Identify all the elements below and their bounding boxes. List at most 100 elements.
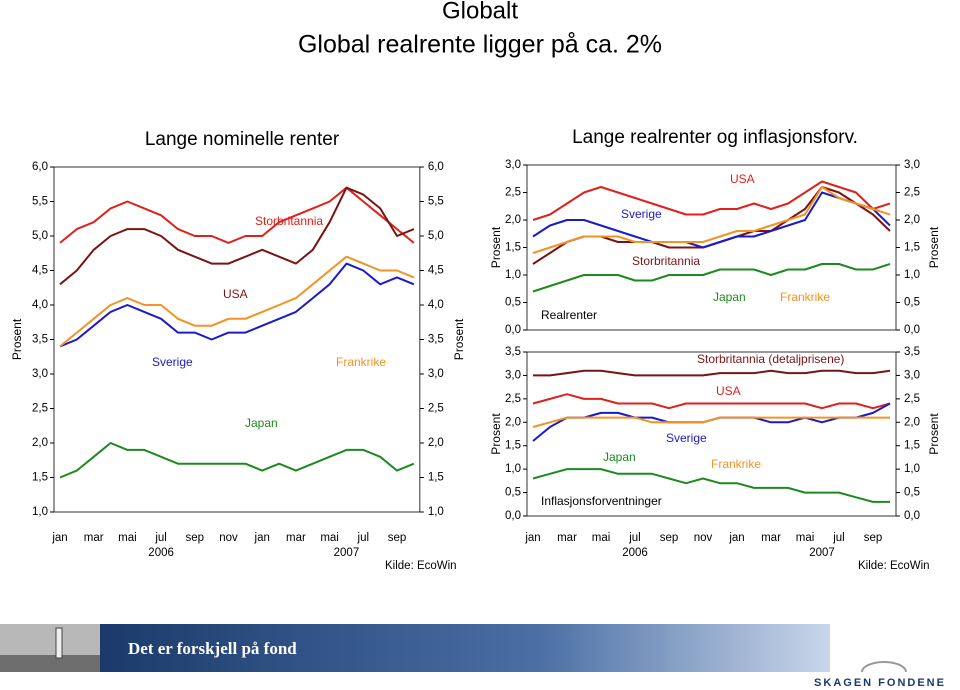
y-tick-label: 3,5: [32, 334, 48, 346]
y-axis-label: Prosent: [927, 226, 941, 268]
y2-tick-label: 0,0: [904, 324, 920, 336]
x-tick-label: mai: [118, 532, 137, 544]
series-line: [532, 393, 891, 410]
x-tick-label: jul: [357, 532, 370, 544]
y2-tick-label: 3,0: [904, 159, 920, 171]
y-tick-label: 2,5: [32, 403, 48, 415]
x-tick-label: nov: [219, 532, 238, 544]
series-label: Sverige: [621, 207, 662, 221]
slide-subtitle: Global realrente ligger på ca. 2%: [298, 31, 662, 59]
x-tick-label: nov: [694, 532, 713, 544]
x-tick-label: sep: [864, 532, 883, 544]
series-line: [533, 369, 891, 377]
y-tick-label: 4,0: [32, 299, 48, 311]
series-line: [59, 186, 415, 286]
y2-tick-label: 3,5: [428, 334, 444, 346]
y-tick-label: 1,5: [505, 440, 521, 452]
series-label: Japan: [713, 290, 746, 304]
y-tick-label: 5,0: [32, 230, 48, 242]
y2-tick-label: 2,5: [904, 187, 920, 199]
x-tick-label: sep: [388, 532, 407, 544]
series-line: [59, 262, 415, 348]
y2-tick-label: 1,5: [428, 472, 444, 484]
y2-tick-label: 1,5: [904, 440, 920, 452]
x-tick-label: jul: [832, 532, 845, 544]
y-tick-label: 2,0: [32, 437, 48, 449]
series-label: USA: [223, 287, 248, 301]
y-tick-label: 2,0: [505, 416, 521, 428]
y2-tick-label: 4,0: [428, 299, 444, 311]
series-line: [59, 255, 415, 348]
y-tick-label: 2,0: [505, 214, 521, 226]
y2-tick-label: 3,0: [428, 368, 444, 380]
x-tick-label: jul: [154, 532, 167, 544]
series-line: [532, 468, 890, 503]
y2-tick-label: 0,5: [904, 487, 920, 499]
y2-tick-label: 3,5: [904, 346, 920, 358]
series-label: Storbritannia: [632, 254, 700, 268]
x-tick-label: sep: [660, 532, 679, 544]
y-tick-label: 1,0: [32, 506, 48, 518]
year-label: 2007: [809, 547, 835, 559]
annotation: Realrenter: [541, 308, 597, 322]
chart-title: Lange nominelle renter: [145, 129, 340, 150]
y2-tick-label: 3,0: [904, 369, 920, 381]
series-label: Storbritannia (detaljprisene): [697, 352, 844, 366]
y2-tick-label: 4,5: [428, 265, 444, 277]
series-line: [532, 186, 891, 254]
y-tick-label: 0,5: [505, 297, 521, 309]
y2-tick-label: 2,5: [428, 403, 444, 415]
year-label: 2006: [148, 547, 174, 559]
x-tick-label: sep: [186, 532, 205, 544]
y2-tick-label: 0,0: [904, 510, 920, 522]
footer-slogan: Det er forskjell på fond: [128, 639, 297, 658]
footer: Det er forskjell på fond SKAGEN FONDENE: [0, 624, 946, 689]
series-label: Japan: [245, 416, 278, 430]
y-tick-label: 2,5: [505, 393, 521, 405]
y-axis-label: Prosent: [927, 413, 941, 455]
series-label: Storbritannia: [255, 214, 323, 228]
x-tick-label: mar: [286, 532, 306, 544]
slide-title: Globalt: [442, 0, 518, 24]
series-line: [59, 442, 415, 479]
series-line: [532, 180, 891, 221]
y-tick-label: 0,0: [505, 510, 521, 522]
y-tick-label: 1,5: [505, 242, 521, 254]
series-label: Sverige: [666, 431, 707, 445]
y-tick-label: 1,0: [505, 269, 521, 281]
y2-tick-label: 2,5: [904, 393, 920, 405]
chart-title: Lange realrenter og inflasjonsforv.: [572, 127, 858, 148]
y-axis-label: Prosent: [489, 226, 503, 268]
y-tick-label: 1,5: [32, 472, 48, 484]
footer-logo: SKAGEN FONDENE: [814, 677, 946, 689]
series-label: Frankrike: [780, 290, 830, 304]
y2-tick-label: 5,0: [428, 230, 444, 242]
x-tick-label: mai: [320, 532, 339, 544]
source: Kilde: EcoWin: [385, 560, 457, 572]
y-tick-label: 2,5: [505, 187, 521, 199]
y2-tick-label: 1,0: [904, 463, 920, 475]
series-line: [59, 186, 415, 244]
plot-frame: [526, 164, 897, 331]
y-tick-label: 6,0: [32, 161, 48, 173]
x-tick-label: mai: [796, 532, 815, 544]
footer-band: [100, 624, 830, 672]
y-tick-label: 0,0: [505, 324, 521, 336]
year-label: 2007: [334, 547, 360, 559]
x-tick-label: mai: [592, 532, 611, 544]
series-line: [532, 416, 890, 428]
series-line: [532, 402, 891, 442]
x-tick-label: jan: [254, 532, 270, 544]
y-tick-label: 0,5: [505, 487, 521, 499]
plot-frame: [53, 166, 421, 513]
y-tick-label: 3,0: [505, 369, 521, 381]
series-label: Japan: [603, 450, 636, 464]
series-line: [532, 191, 891, 249]
x-tick-label: mar: [557, 532, 577, 544]
source: Kilde: EcoWin: [858, 560, 930, 572]
x-tick-label: mar: [84, 532, 104, 544]
series-label: USA: [716, 384, 741, 398]
y2-tick-label: 1,0: [428, 506, 444, 518]
